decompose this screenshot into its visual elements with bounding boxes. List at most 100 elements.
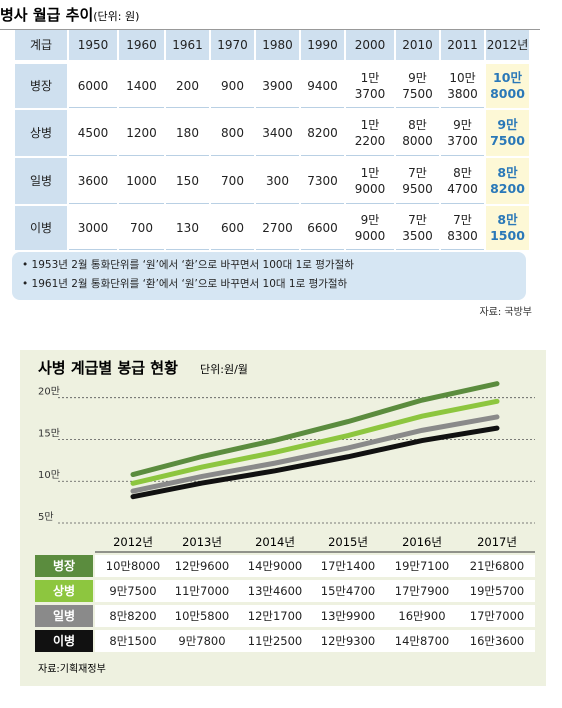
data-cell: 9400 — [301, 64, 344, 108]
y-tick-label: 5만 — [38, 511, 54, 523]
value-label: 12만9600 — [175, 559, 229, 573]
legend-swatch — [35, 630, 93, 652]
value-label: 14만9000 — [248, 559, 302, 573]
value-label: 8만1500 — [109, 634, 156, 648]
header-cell: 1990 — [301, 30, 344, 60]
data-cell: 10만 8000 — [486, 64, 529, 108]
title-bar: 병사 월급 추이(단위: 원) — [0, 4, 540, 30]
value-label: 8만8200 — [109, 609, 156, 623]
value-label: 16만3600 — [470, 634, 524, 648]
data-cell: 8만 8000 — [396, 110, 439, 156]
row-bg — [95, 580, 535, 602]
data-cell: 1만 2200 — [346, 110, 394, 156]
data-cell: 800 — [211, 110, 254, 156]
line — [130, 414, 500, 494]
data-cell: 7만 8300 — [441, 206, 484, 250]
value-label: 11만2500 — [248, 634, 302, 648]
value-label: 13만9900 — [321, 609, 375, 623]
value-label: 17만1400 — [321, 559, 375, 573]
legend-label: 상병 — [53, 583, 75, 598]
data-cell: 8만 8200 — [486, 158, 529, 204]
header-cell: 1950 — [69, 30, 117, 60]
data-cell: 7만 9500 — [396, 158, 439, 204]
value-label: 12만1700 — [248, 609, 302, 623]
header-cell: 1960 — [119, 30, 164, 60]
x-tick-label: 2015년 — [328, 535, 368, 549]
row-label: 이병 — [15, 206, 67, 250]
data-cell: 4500 — [69, 110, 117, 156]
data-cell: 150 — [166, 158, 209, 204]
value-label: 19만7100 — [395, 559, 449, 573]
y-tick-label: 15만 — [38, 427, 60, 439]
legend-label: 이병 — [53, 633, 75, 648]
data-cell: 1만 3700 — [346, 64, 394, 108]
header-cell: 2011 — [441, 30, 484, 60]
data-cell: 9만 9000 — [346, 206, 394, 250]
data-cell: 7300 — [301, 158, 344, 204]
legend-swatch — [35, 555, 93, 577]
value-label: 9만7800 — [178, 634, 225, 648]
note: • 1953년 2월 통화단위를 ‘원’에서 ‘환’으로 바꾸면서 100대 1… — [22, 259, 354, 271]
row-bg — [95, 630, 535, 652]
value-label: 17만7000 — [470, 609, 524, 623]
data-cell: 1200 — [119, 110, 164, 156]
value-label: 14만8700 — [395, 634, 449, 648]
data-cell: 3900 — [256, 64, 299, 108]
source: 자료: 국방부 — [479, 307, 532, 318]
chart-title: 사병 계급별 봉급 현황 — [38, 359, 178, 377]
data-cell: 10만 3800 — [441, 64, 484, 108]
data-cell: 900 — [211, 64, 254, 108]
data-cell: 7만 3500 — [396, 206, 439, 250]
legend-label: 일병 — [53, 608, 75, 623]
data-cell: 700 — [119, 206, 164, 250]
x-tick-label: 2016년 — [402, 535, 442, 549]
data-cell: 180 — [166, 110, 209, 156]
value-label: 15만4700 — [321, 584, 375, 598]
value-label: 9만7500 — [109, 584, 156, 598]
data-cell: 200 — [166, 64, 209, 108]
row-label: 병장 — [15, 64, 67, 108]
value-label: 17만7900 — [395, 584, 449, 598]
y-tick-label: 10만 — [38, 469, 60, 481]
line — [130, 381, 500, 478]
value-label: 12만9300 — [321, 634, 375, 648]
value-label: 19만5700 — [470, 584, 524, 598]
data-cell: 8200 — [301, 110, 344, 156]
notes: • 1953년 2월 통화단위를 ‘원’에서 ‘환’으로 바꾸면서 100대 1… — [22, 256, 354, 294]
data-cell: 8만 4700 — [441, 158, 484, 204]
legend-swatch — [35, 605, 93, 627]
data-cell: 9만 7500 — [486, 110, 529, 156]
legend-swatch — [35, 580, 93, 602]
data-cell: 2700 — [256, 206, 299, 250]
line — [130, 398, 500, 486]
header-cell: 2012년 — [486, 30, 529, 60]
data-cell: 1만 9000 — [346, 158, 394, 204]
x-tick-label: 2013년 — [182, 535, 222, 549]
value-label: 11만7000 — [175, 584, 229, 598]
data-cell: 3000 — [69, 206, 117, 250]
data-cell: 600 — [211, 206, 254, 250]
data-cell: 9만 3700 — [441, 110, 484, 156]
chart-source: 자료:기획재정부 — [38, 663, 106, 675]
data-cell: 9만 7500 — [396, 64, 439, 108]
data-cell: 3400 — [256, 110, 299, 156]
x-tick-label: 2017년 — [477, 535, 517, 549]
value-label: 21만6800 — [470, 559, 524, 573]
chart-unit: 단위:원/월 — [200, 363, 248, 376]
data-cell: 1000 — [119, 158, 164, 204]
title: 병사 월급 추이 — [0, 6, 94, 24]
note: • 1961년 2월 통화단위를 ‘환’에서 ‘원’으로 바꾸면서 10대 1로… — [22, 278, 348, 290]
header-cell: 2010 — [396, 30, 439, 60]
data-cell: 6000 — [69, 64, 117, 108]
value-label: 16만900 — [398, 609, 445, 623]
unit: (단위: 원) — [93, 10, 140, 23]
value-label: 10만5800 — [175, 609, 229, 623]
header-cell: 1980 — [256, 30, 299, 60]
row-label: 상병 — [15, 110, 67, 156]
legend-label: 병장 — [53, 558, 75, 573]
data-cell: 700 — [211, 158, 254, 204]
data-cell: 130 — [166, 206, 209, 250]
data-cell: 1400 — [119, 64, 164, 108]
